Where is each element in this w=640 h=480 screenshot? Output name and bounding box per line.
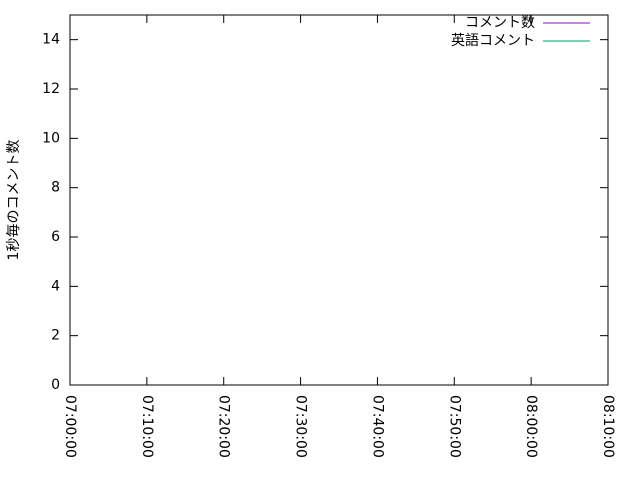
y-tick-label: 2 — [51, 328, 60, 344]
y-tick-label: 14 — [42, 32, 60, 48]
y-tick-label: 10 — [42, 130, 60, 146]
legend-label: コメント数 — [465, 15, 535, 31]
y-tick-label: 6 — [51, 229, 60, 245]
x-tick-label: 07:30:00 — [293, 395, 309, 458]
plot-frame — [69, 14, 609, 386]
x-tick-label: 07:00:00 — [62, 395, 78, 458]
x-tick-label: 08:10:00 — [600, 395, 616, 458]
legend-label: 英語コメント — [451, 32, 535, 49]
y-tick-label: 4 — [51, 278, 60, 294]
y-tick-label: 8 — [51, 180, 60, 196]
x-tick-label: 07:40:00 — [369, 395, 385, 458]
x-tick-label: 07:20:00 — [216, 395, 232, 458]
x-tick-label: 08:00:00 — [523, 395, 539, 458]
y-tick-label: 0 — [51, 377, 60, 393]
y-axis-label: 1秒毎のコメント数 — [6, 140, 22, 261]
x-tick-label: 07:50:00 — [446, 395, 462, 458]
y-tick-label: 12 — [42, 81, 60, 97]
x-tick-label: 07:10:00 — [139, 395, 155, 458]
